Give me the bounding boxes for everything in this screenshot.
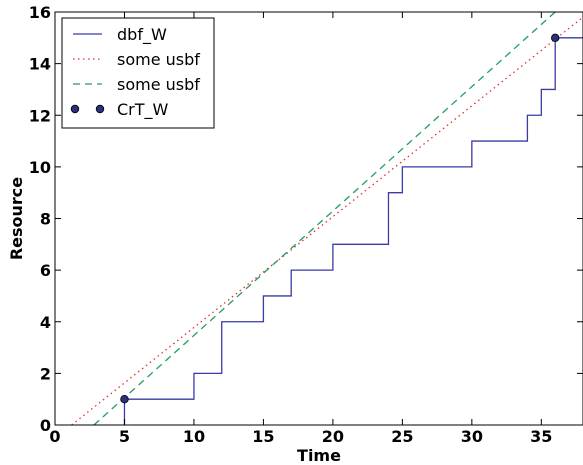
series-1-dbf-w-line — [123, 37, 583, 425]
series-2-some-usbf-line — [71, 16, 583, 425]
legend-marker-crt-w — [70, 104, 80, 114]
x-tick-label: 10 — [183, 427, 205, 446]
y-tick-label: 12 — [29, 106, 51, 125]
series-4-crt-w-marker — [120, 394, 129, 404]
y-tick-label: 10 — [29, 158, 51, 177]
x-tick-label: 5 — [119, 427, 130, 446]
x-axis-label: Time — [297, 446, 341, 465]
x-tick-label: 20 — [322, 427, 344, 446]
legend-label-crt-w: CrT_W — [117, 100, 169, 120]
x-tick-label: 25 — [391, 427, 413, 446]
series-layer — [71, 12, 583, 425]
y-tick-label: 16 — [29, 3, 51, 22]
axes-layer: 0 5 10 15 20 25 30 35 0 2 4 6 8 10 12 14 16 — [29, 3, 583, 446]
y-axis-label: Resource — [7, 177, 26, 260]
legend-label-some-usbf: some usbf — [117, 50, 200, 69]
series-4-crt-w-marker — [551, 33, 560, 43]
legend-label-some-usbf: some usbf — [117, 75, 200, 94]
x-tick-label: 35 — [530, 427, 552, 446]
y-tick-label: 14 — [29, 55, 51, 74]
x-tick-label: 15 — [252, 427, 274, 446]
y-tick-label: 2 — [40, 364, 51, 383]
y-tick-label: 6 — [40, 261, 51, 280]
y-tick-label: 8 — [40, 210, 51, 229]
x-tick-label: 0 — [49, 427, 60, 446]
y-tick-label: 0 — [40, 416, 51, 435]
legend-marker-crt-w — [95, 104, 105, 114]
x-tick-label: 30 — [461, 427, 483, 446]
legend-label-dbf-w: dbf_W — [117, 25, 167, 45]
legend-box — [61, 17, 215, 129]
y-tick-label: 4 — [40, 313, 51, 332]
